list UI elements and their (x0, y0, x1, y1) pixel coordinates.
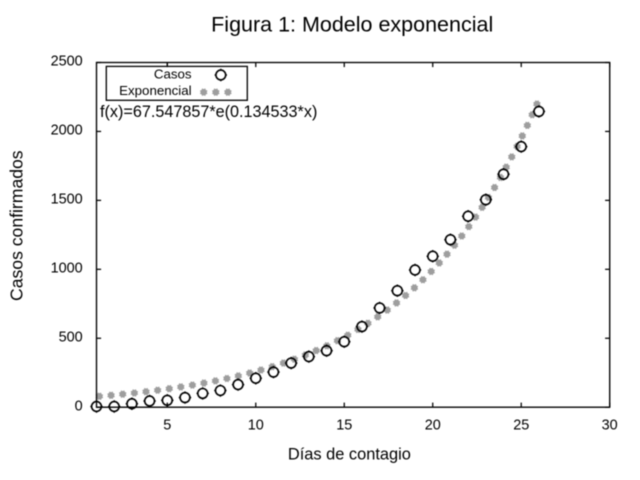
svg-text:Casos: Casos (154, 67, 192, 82)
svg-text:2000: 2000 (51, 123, 83, 139)
svg-text:10: 10 (248, 418, 264, 434)
svg-text:Casos confirmados: Casos confirmados (6, 150, 26, 301)
svg-text:f(x)=67.547857*e(0.134533*x): f(x)=67.547857*e(0.134533*x) (100, 103, 317, 121)
svg-text:Días de contagio: Días de contagio (288, 445, 411, 463)
svg-text:30: 30 (602, 418, 618, 434)
svg-text:Figura 1: Modelo exponencial: Figura 1: Modelo exponencial (211, 13, 493, 37)
svg-text:1000: 1000 (51, 260, 83, 276)
svg-text:0: 0 (75, 398, 83, 414)
svg-text:25: 25 (513, 418, 529, 434)
svg-text:2500: 2500 (51, 54, 83, 70)
svg-text:500: 500 (59, 329, 83, 345)
svg-text:Exponencial: Exponencial (119, 83, 191, 98)
svg-text:20: 20 (425, 418, 441, 434)
svg-text:5: 5 (163, 418, 171, 434)
svg-text:15: 15 (336, 418, 352, 434)
svg-text:1500: 1500 (51, 191, 83, 207)
